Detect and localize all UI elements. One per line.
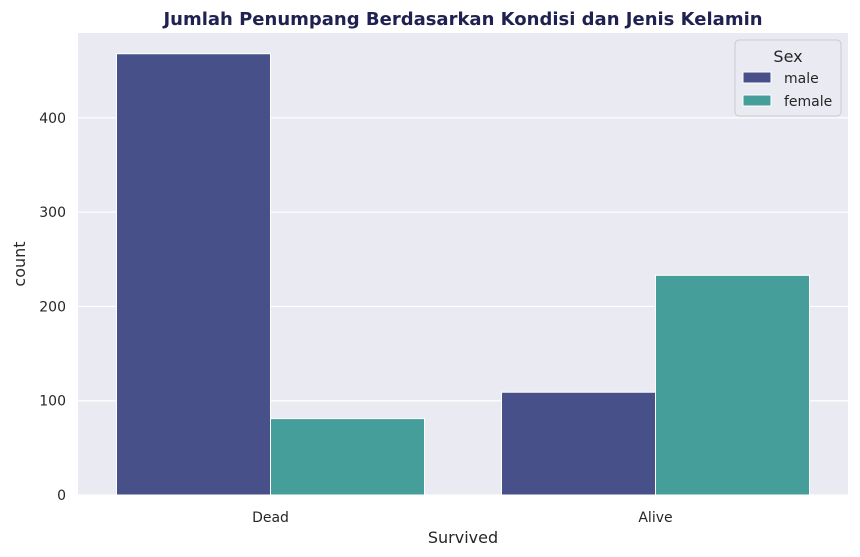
- y-axis-ticks: 0 100 200 300 400: [39, 111, 66, 504]
- bar-male-dead: [116, 53, 271, 496]
- bar-female-dead: [270, 418, 425, 496]
- legend-title: Sex: [773, 47, 802, 66]
- y-tick-label: 300: [39, 205, 66, 221]
- x-axis-label: Survived: [428, 528, 498, 547]
- x-tick-label: Dead: [252, 510, 289, 526]
- bars: [116, 53, 810, 496]
- bar-female-alive: [655, 274, 810, 496]
- chart-title: Jumlah Penumpang Berdasarkan Kondisi dan…: [161, 9, 762, 30]
- x-axis-ticks: Dead Alive: [252, 510, 673, 526]
- y-tick-label: 0: [57, 488, 66, 504]
- legend: Sex male female: [734, 39, 842, 117]
- legend-label-male: male: [784, 71, 819, 87]
- y-axis-label: count: [10, 241, 29, 286]
- x-tick-label: Alive: [638, 510, 672, 526]
- y-tick-label: 100: [39, 394, 66, 410]
- y-tick-label: 400: [39, 111, 66, 127]
- legend-label-female: female: [784, 94, 832, 110]
- legend-swatch-male: [742, 71, 772, 84]
- y-tick-label: 200: [39, 299, 66, 315]
- legend-swatch-female: [742, 94, 772, 107]
- bar-male-alive: [501, 391, 656, 496]
